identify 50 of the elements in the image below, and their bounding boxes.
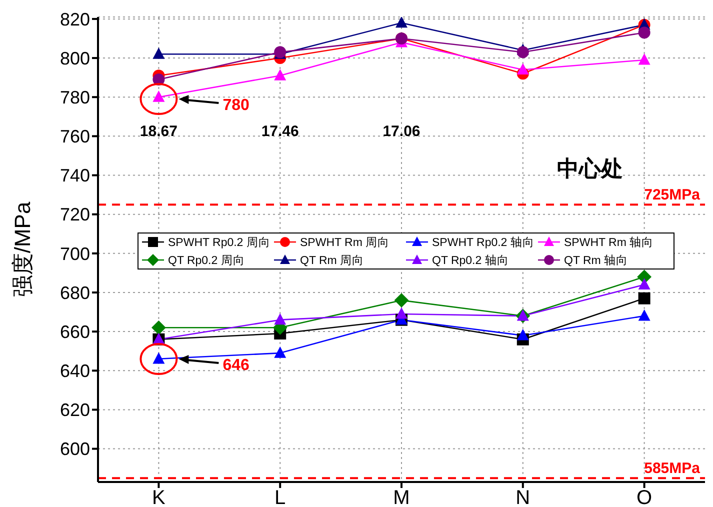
legend-label: QT Rp0.2 轴向 xyxy=(432,254,509,267)
ref-line-label: 585MPa xyxy=(644,460,701,478)
annotation: 780 xyxy=(222,97,250,114)
y-tick-label: 820 xyxy=(60,9,90,30)
annotation: 17.06 xyxy=(382,123,420,140)
y-tick-label: 780 xyxy=(60,87,90,108)
point xyxy=(516,63,529,75)
x-tick-label: M xyxy=(393,487,410,507)
point xyxy=(274,69,286,80)
legend-label: SPWHT Rp0.2 轴向 xyxy=(432,236,534,249)
point xyxy=(152,48,165,59)
y-tick-label: 640 xyxy=(60,361,90,382)
annotation: 646 xyxy=(222,357,250,374)
point xyxy=(638,53,650,65)
y-tick-label: 680 xyxy=(60,282,90,303)
x-tick-label: L xyxy=(274,487,286,507)
point xyxy=(516,46,529,58)
annotation: 中心处 xyxy=(557,156,623,181)
legend-label: QT Rm 周向 xyxy=(300,254,364,267)
annotation: 17.46 xyxy=(261,123,299,140)
y-tick-label: 800 xyxy=(60,48,90,68)
x-tick-label: K xyxy=(152,487,166,507)
point xyxy=(274,313,286,325)
ref-line-label: 725MPa xyxy=(644,186,701,204)
y-tick-label: 660 xyxy=(60,322,90,342)
point xyxy=(638,278,650,290)
legend-label: SPWHT Rm 周向 xyxy=(300,236,390,249)
annotation: 18.67 xyxy=(140,123,178,140)
point xyxy=(638,26,650,39)
x-tick-label: O xyxy=(636,487,652,507)
point xyxy=(274,346,286,358)
legend-label: QT Rm 轴向 xyxy=(564,254,628,267)
y-tick-label: 760 xyxy=(60,126,90,147)
point xyxy=(396,17,408,28)
point xyxy=(394,293,409,308)
point xyxy=(638,309,650,321)
x-tick-label: N xyxy=(516,487,530,507)
y-axis-title: 强度/MPa xyxy=(10,201,35,298)
legend-label: SPWHT Rm 轴向 xyxy=(564,236,654,249)
point xyxy=(516,328,529,340)
legend-label: QT Rp0.2 周向 xyxy=(168,254,245,267)
y-tick-label: 700 xyxy=(60,244,90,264)
point xyxy=(396,307,408,319)
y-tick-label: 620 xyxy=(60,400,90,420)
legend-label: SPWHT Rp0.2 周向 xyxy=(168,236,270,249)
y-tick-label: 720 xyxy=(60,204,90,225)
point xyxy=(152,320,166,335)
y-tick-label: 600 xyxy=(60,439,90,460)
y-tick-label: 740 xyxy=(60,166,90,186)
point xyxy=(638,292,650,304)
